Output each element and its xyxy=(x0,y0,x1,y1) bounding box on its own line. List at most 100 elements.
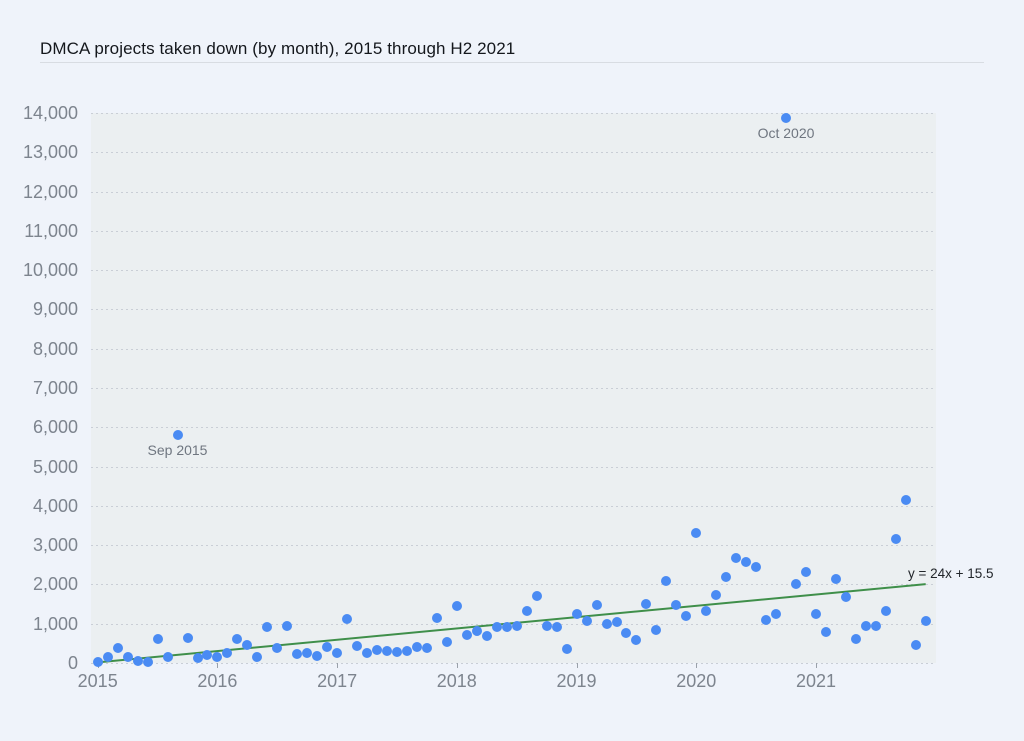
data-point xyxy=(142,657,153,667)
data-point xyxy=(811,608,821,619)
data-point xyxy=(182,633,193,644)
data-point xyxy=(731,552,742,563)
data-point xyxy=(212,652,223,663)
data-point xyxy=(611,617,622,628)
data-point xyxy=(751,562,762,573)
data-point xyxy=(511,620,522,631)
chart-title: DMCA projects taken down (by month), 201… xyxy=(40,39,516,58)
x-tick-mark xyxy=(337,663,339,668)
y-tick-label: 11,000 xyxy=(24,220,78,241)
data-point xyxy=(242,639,253,650)
data-point xyxy=(781,113,791,124)
y-tick-label: 2,000 xyxy=(32,574,78,595)
data-point xyxy=(701,606,712,617)
data-point xyxy=(152,634,163,645)
data-point xyxy=(531,590,542,601)
data-point xyxy=(192,652,203,663)
y-gridline xyxy=(91,309,936,311)
x-tick-mark xyxy=(576,663,578,668)
data-point xyxy=(491,622,502,633)
y-gridline xyxy=(91,348,936,350)
data-point xyxy=(302,647,313,658)
x-tick-label: 2019 xyxy=(556,671,597,691)
y-gridline xyxy=(91,427,936,429)
data-point xyxy=(631,635,642,646)
point-annotation: Oct 2020 xyxy=(757,125,815,142)
data-point xyxy=(711,590,722,601)
data-point xyxy=(791,579,801,590)
data-point xyxy=(671,600,682,611)
y-gridline xyxy=(91,230,936,232)
data-point xyxy=(102,652,113,663)
data-point xyxy=(382,646,392,657)
data-point xyxy=(820,627,831,638)
trendline-equation-label: y = 24x + 15.5 xyxy=(908,566,994,581)
data-point xyxy=(421,642,432,653)
data-point xyxy=(431,612,442,623)
data-point xyxy=(641,598,652,609)
data-point xyxy=(840,592,851,603)
y-gridline xyxy=(91,152,936,154)
data-point xyxy=(830,573,841,584)
y-tick-label: 10,000 xyxy=(22,260,78,281)
y-gridline xyxy=(91,584,936,586)
data-point xyxy=(282,621,293,632)
data-point xyxy=(920,615,931,626)
y-gridline xyxy=(91,466,936,468)
data-point xyxy=(801,567,811,578)
y-tick-label: 9,000 xyxy=(32,299,78,320)
data-point xyxy=(591,599,602,610)
x-tick-mark xyxy=(217,663,219,668)
y-gridline xyxy=(91,663,936,664)
y-tick-label: 13,000 xyxy=(22,142,78,163)
data-point xyxy=(651,624,662,635)
x-tick-label: 2020 xyxy=(676,671,717,691)
data-point xyxy=(910,640,921,651)
data-point xyxy=(451,600,462,611)
data-point xyxy=(870,620,881,631)
y-gridline xyxy=(91,270,936,272)
x-tick-mark xyxy=(456,663,458,668)
data-point xyxy=(601,618,612,629)
data-point xyxy=(721,572,732,583)
data-point xyxy=(262,622,273,633)
data-point xyxy=(481,630,492,641)
data-point xyxy=(202,649,213,660)
data-point xyxy=(272,643,283,654)
x-tick-label: 2017 xyxy=(317,671,358,691)
data-point xyxy=(860,621,871,632)
data-point xyxy=(322,642,333,653)
x-tick-label: 2015 xyxy=(77,671,118,691)
y-gridline xyxy=(91,113,936,114)
data-point xyxy=(900,495,911,505)
data-point xyxy=(122,651,133,662)
data-point xyxy=(561,643,572,654)
data-point xyxy=(761,614,772,625)
data-point xyxy=(392,647,402,658)
x-tick-mark xyxy=(816,663,817,668)
y-tick-label: 5,000 xyxy=(32,456,78,477)
data-point xyxy=(372,644,382,655)
y-gridline xyxy=(91,505,936,507)
data-point xyxy=(521,605,532,616)
data-point xyxy=(292,648,303,659)
y-tick-label: 12,000 xyxy=(22,181,78,202)
title-divider xyxy=(40,62,984,63)
x-tick-label: 2018 xyxy=(436,671,477,691)
data-point xyxy=(551,622,562,633)
data-point xyxy=(461,629,472,640)
data-point xyxy=(471,626,482,637)
data-point xyxy=(352,641,363,652)
point-annotation: Sep 2015 xyxy=(147,441,208,458)
data-point xyxy=(691,528,702,539)
y-tick-label: 14,000 xyxy=(22,103,78,123)
y-gridline xyxy=(91,191,936,193)
data-point xyxy=(880,605,891,616)
y-tick-label: 4,000 xyxy=(32,495,78,516)
data-point xyxy=(541,620,552,631)
data-point xyxy=(501,622,512,633)
data-point xyxy=(162,651,173,662)
y-tick-label: 7,000 xyxy=(32,378,78,398)
